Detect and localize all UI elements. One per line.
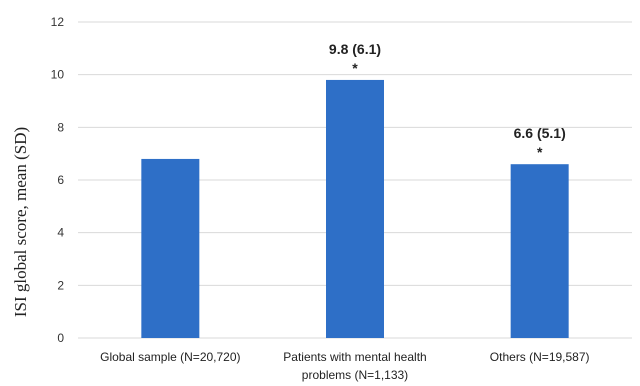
y-tick-label: 6 xyxy=(57,173,64,187)
category-label: problems (N=1,133) xyxy=(302,368,408,382)
category-label: Global sample (N=20,720) xyxy=(100,350,240,364)
data-labels: 9.8 (6.1) * 6.6 (5.1) * xyxy=(329,41,566,160)
y-axis-label: ISI global score, mean (SD) xyxy=(11,127,30,317)
bar xyxy=(510,164,569,338)
data-label: 9.8 (6.1) xyxy=(329,41,381,57)
y-tick-label: 8 xyxy=(57,120,64,134)
y-tick-label: 0 xyxy=(57,331,64,345)
significance-marker: * xyxy=(537,144,543,160)
bar xyxy=(326,79,384,338)
y-tick-label: 10 xyxy=(51,68,65,82)
bar xyxy=(141,158,200,338)
significance-marker: * xyxy=(352,60,358,76)
y-tick-label: 12 xyxy=(51,15,65,29)
y-tick-label: 4 xyxy=(57,226,64,240)
data-label: 6.6 (5.1) xyxy=(514,125,566,141)
bars xyxy=(141,79,569,338)
category-label: Patients with mental health xyxy=(283,350,426,364)
y-axis-ticks: 0 2 4 6 8 10 12 xyxy=(51,15,65,345)
y-tick-label: 2 xyxy=(57,278,64,292)
x-axis-categories: Global sample (N=20,720) Patients with me… xyxy=(100,350,589,382)
category-label: Others (N=19,587) xyxy=(490,350,590,364)
